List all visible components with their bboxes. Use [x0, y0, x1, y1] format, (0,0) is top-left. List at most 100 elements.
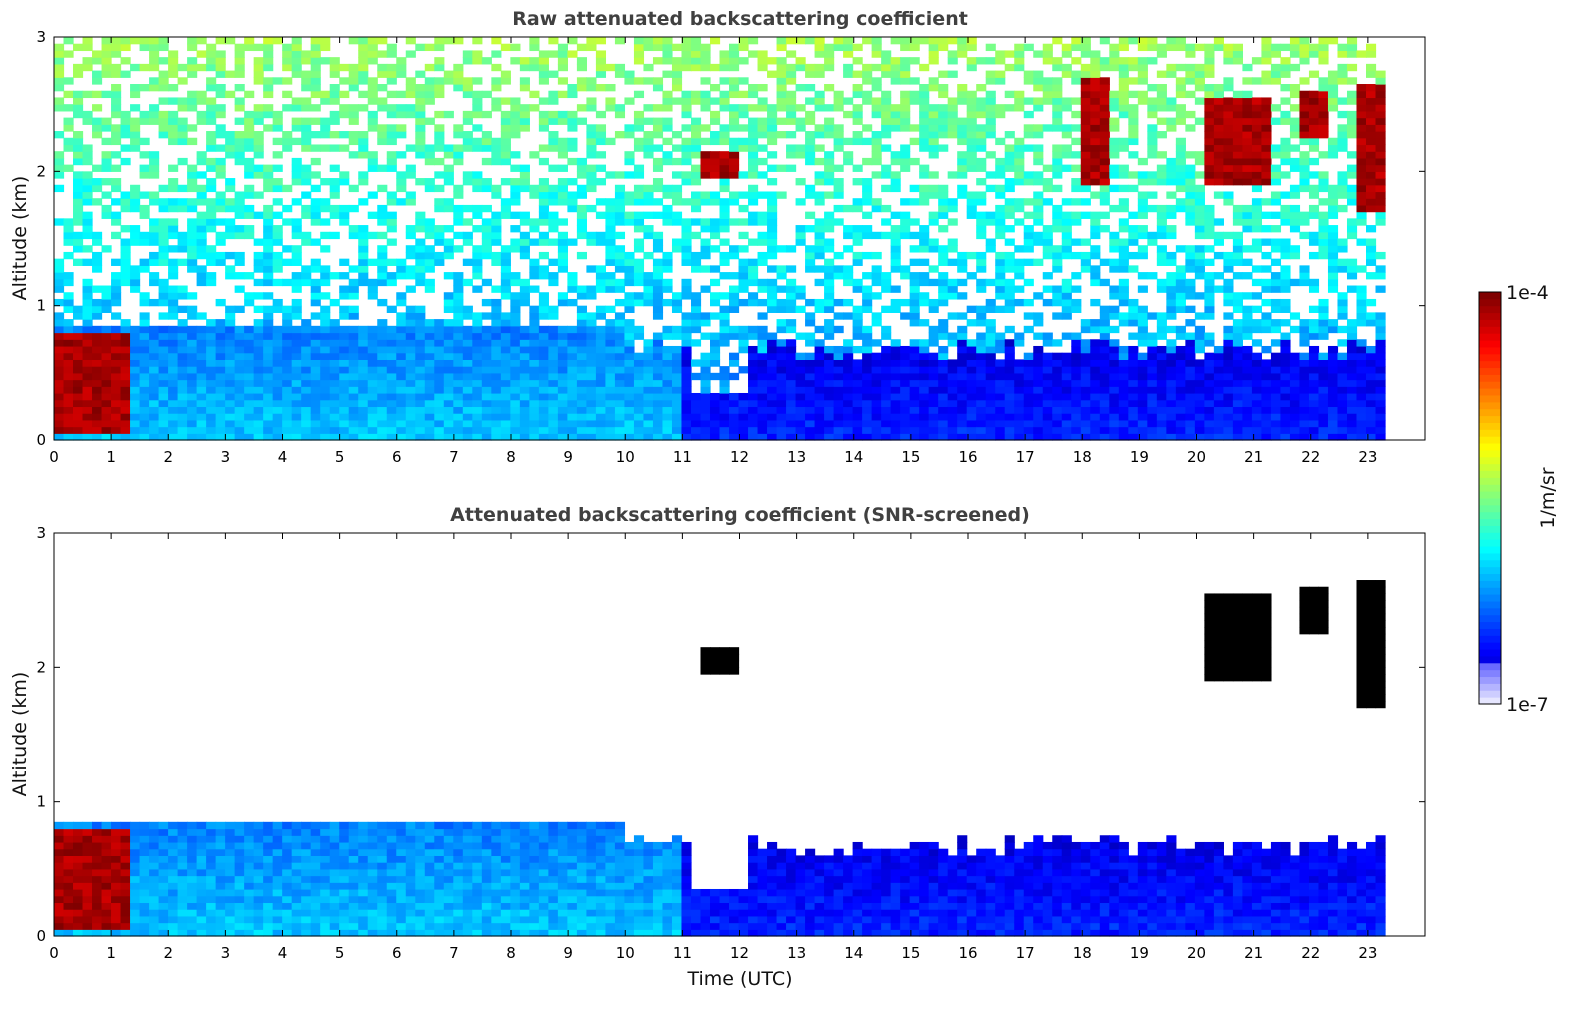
heatmap-cell [1033, 70, 1044, 78]
heatmap-cell [757, 392, 768, 401]
heatmap-cell [120, 332, 131, 340]
heatmap-cell [757, 104, 768, 112]
heatmap-cell [367, 211, 378, 219]
heatmap-cell [995, 359, 1006, 367]
heatmap-cell [681, 366, 692, 374]
heatmap-cell [111, 63, 122, 72]
heatmap-cell [814, 178, 825, 186]
heatmap-cell [377, 245, 388, 253]
heatmap-cell [1204, 258, 1215, 266]
heatmap-cell [263, 211, 274, 219]
heatmap-cell [491, 225, 502, 233]
heatmap-cell [1204, 50, 1215, 58]
heatmap-cell [396, 63, 407, 72]
heatmap-cell [367, 191, 378, 199]
heatmap-cell [862, 292, 873, 300]
heatmap-cell [938, 366, 949, 374]
heatmap-cell [681, 137, 692, 146]
heatmap-cell [1156, 131, 1167, 139]
heatmap-cell [519, 104, 530, 112]
heatmap-cell [405, 379, 416, 387]
heatmap-cell [139, 258, 150, 266]
heatmap-cell [1080, 399, 1091, 408]
heatmap-cell [1061, 278, 1072, 287]
heatmap-cell [481, 379, 492, 387]
heatmap-cell [130, 225, 141, 233]
heatmap-cell [215, 319, 226, 327]
heatmap-cell [177, 231, 188, 240]
heatmap-cell [462, 379, 473, 387]
heatmap-cell [320, 426, 331, 434]
heatmap-cell [367, 117, 378, 125]
heatmap-cell [614, 104, 626, 112]
heatmap-cell [1194, 117, 1205, 125]
heatmap-cell [424, 251, 435, 260]
heatmap-cell [795, 57, 806, 65]
heatmap-cell [82, 433, 93, 441]
heatmap-cell [215, 426, 226, 434]
heatmap-cell [329, 379, 340, 387]
heatmap-cell [805, 110, 816, 119]
heatmap-cell [605, 218, 616, 226]
heatmap-cell [1061, 413, 1072, 421]
heatmap-cell [130, 426, 141, 434]
heatmap-cell [63, 332, 74, 340]
heatmap-cell [215, 204, 226, 213]
heatmap-cell [301, 265, 312, 273]
heatmap-cell [73, 157, 84, 166]
heatmap-cell [995, 251, 1006, 260]
heatmap-cell [966, 144, 977, 152]
heatmap-cell [291, 50, 302, 58]
heatmap-cell [1204, 110, 1215, 119]
heatmap-cell [671, 198, 683, 206]
heatmap-cell [700, 285, 711, 293]
heatmap-cell [595, 231, 607, 240]
heatmap-cell [453, 372, 464, 381]
heatmap-cell [595, 124, 607, 132]
heatmap-cell [1080, 406, 1091, 414]
heatmap-cell [966, 319, 977, 327]
heatmap-cell [1166, 171, 1177, 179]
heatmap-cell [538, 124, 549, 132]
heatmap-cell [519, 211, 530, 219]
heatmap-cell [947, 332, 958, 340]
heatmap-cell [928, 433, 939, 441]
heatmap-cell [1213, 379, 1224, 387]
heatmap-cell [1204, 70, 1215, 78]
heatmap-cell [862, 345, 873, 354]
heatmap-cell [396, 366, 407, 374]
heatmap-cell [244, 225, 255, 233]
heatmap-cell [415, 433, 426, 441]
heatmap-cell [329, 57, 340, 65]
heatmap-cell [614, 285, 626, 293]
heatmap-cell [187, 366, 198, 374]
heatmap-cell [557, 433, 568, 441]
heatmap-cell [947, 278, 958, 287]
heatmap-cell [843, 399, 854, 408]
heatmap-cell [139, 211, 150, 219]
heatmap-cell [928, 332, 939, 340]
heatmap-cell [1099, 117, 1110, 125]
heatmap-cell [291, 245, 302, 253]
heatmap-cell [767, 392, 778, 401]
heatmap-cell [824, 211, 835, 219]
heatmap-cell [909, 184, 920, 193]
heatmap-cell [805, 265, 816, 273]
heatmap-cell [92, 392, 103, 401]
heatmap-cell [595, 312, 607, 320]
heatmap-cell [120, 392, 131, 401]
heatmap-cell [73, 426, 84, 434]
heatmap-cell [690, 117, 702, 125]
heatmap-cell [614, 198, 626, 206]
heatmap-cell [54, 332, 65, 340]
heatmap-cell [272, 211, 283, 219]
heatmap-cell [1204, 419, 1215, 428]
heatmap-cell [938, 426, 949, 434]
heatmap-cell [757, 171, 768, 179]
heatmap-cell [111, 43, 122, 52]
heatmap-cell [985, 372, 996, 381]
heatmap-cell [1194, 413, 1205, 421]
heatmap-cell [652, 399, 664, 408]
heatmap-cell [871, 366, 882, 374]
heatmap-cell [462, 218, 473, 226]
